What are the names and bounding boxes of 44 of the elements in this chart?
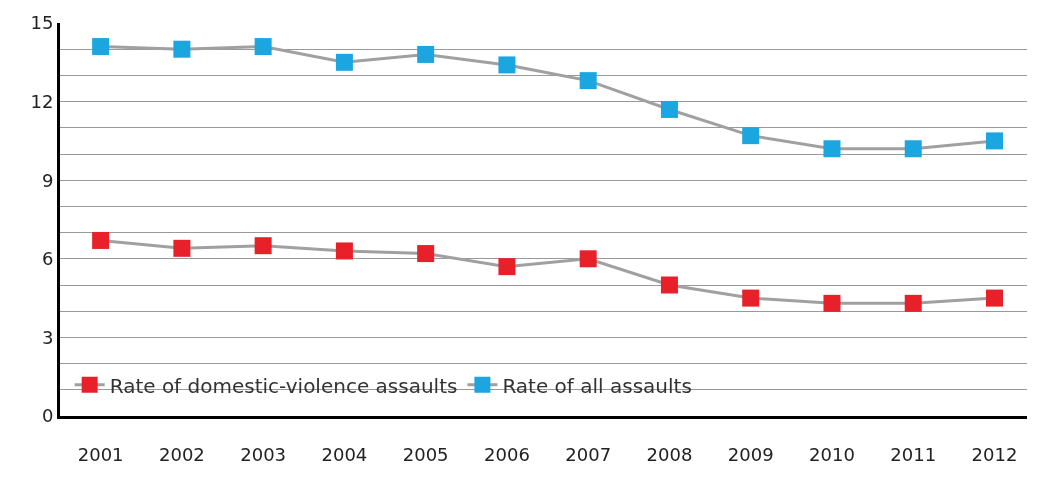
point [986,132,1003,150]
y-tick-label: 15 [30,12,54,34]
x-tick-label: 2011 [890,443,937,465]
point [742,127,760,145]
point [417,245,435,263]
y-tick-label: 6 [41,248,54,270]
point [742,289,760,307]
y-tick-label: 9 [41,169,54,191]
point [254,38,272,56]
point [173,239,191,257]
x-tick-label: 2008 [646,443,693,465]
x-tick-label: 2004 [321,443,368,465]
point [498,56,516,74]
point [660,276,678,294]
x-tick-label: 2006 [484,443,530,465]
legend-label: Rate of all assaults [502,373,692,398]
y-tick-label: 3 [41,326,54,348]
x-tick-label: 2001 [77,443,124,465]
y-tick-label: 0 [41,405,54,427]
point [417,45,435,63]
legend-label: Rate of domestic-violence assaults [109,373,458,398]
y-tick-label: 12 [30,90,54,112]
point [335,53,353,71]
x-tick-label: 2002 [158,443,205,465]
point [660,100,678,118]
point [173,40,191,58]
x-tick-label: 2009 [727,443,774,465]
point [986,289,1003,307]
point [579,72,597,90]
point [579,250,597,268]
point [904,140,922,158]
x-tick-label: 2012 [971,443,1018,465]
x-tick-label: 2003 [240,443,287,465]
point [92,38,110,56]
x-tick-label: 2007 [565,443,612,465]
point [92,231,110,249]
point [904,294,922,312]
x-tick-label: 2005 [402,443,449,465]
point [823,294,841,312]
x-tick-label: 2010 [809,443,855,465]
point [335,242,353,260]
point [254,237,272,255]
point [823,140,841,158]
point [498,258,516,276]
